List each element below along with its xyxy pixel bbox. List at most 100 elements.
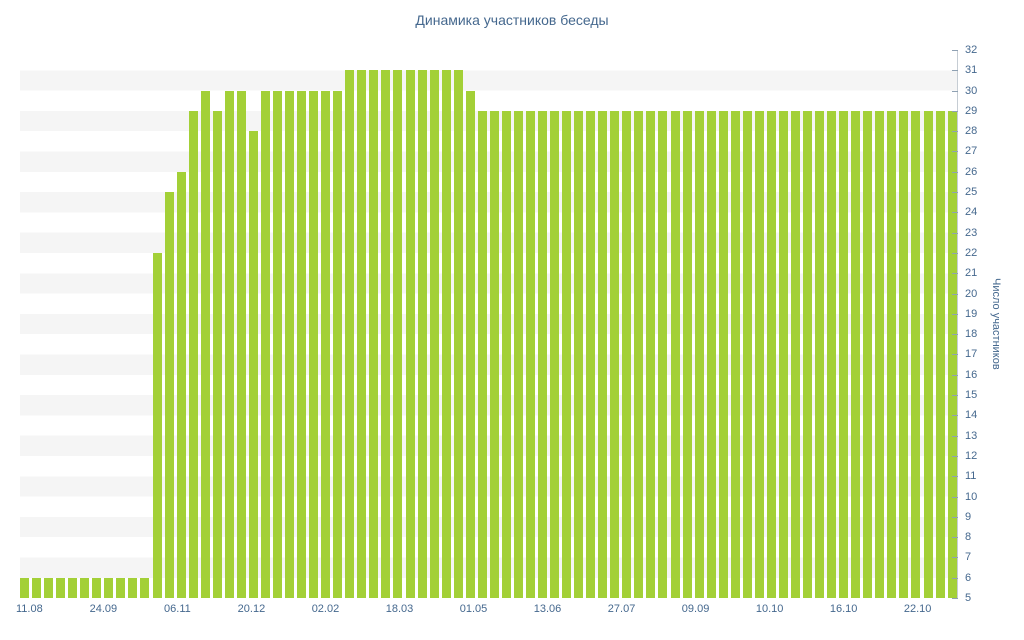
bar[interactable] <box>622 110 632 598</box>
bar[interactable] <box>20 577 29 598</box>
y-tick-label: 20 <box>965 287 978 300</box>
bar[interactable] <box>791 110 800 598</box>
bar[interactable] <box>429 70 439 598</box>
y-tick-label: 18 <box>965 328 978 341</box>
bar[interactable] <box>212 110 222 598</box>
bar[interactable] <box>152 252 162 598</box>
y-tick-label: 22 <box>965 246 978 259</box>
bar[interactable] <box>68 577 78 598</box>
bar[interactable] <box>899 110 909 598</box>
bar[interactable] <box>682 110 692 598</box>
bar[interactable] <box>550 110 560 598</box>
bar[interactable] <box>236 90 246 598</box>
bar[interactable] <box>827 110 837 598</box>
bar[interactable] <box>333 90 343 598</box>
bar[interactable] <box>718 110 728 598</box>
bar[interactable] <box>381 70 391 598</box>
bar[interactable] <box>742 110 752 598</box>
x-axis-label: 10.10 <box>755 603 784 615</box>
y-tick-label: 9 <box>965 510 972 523</box>
bar[interactable] <box>345 70 355 598</box>
bar[interactable] <box>863 110 873 598</box>
bar[interactable] <box>272 90 282 598</box>
bar[interactable] <box>586 110 596 598</box>
y-tick-label: 21 <box>965 267 978 280</box>
y-axis: 5 6 7 8 9 10 11 12 13 14 15 16 17 18 19 20 21 22 23 24 25 26 2… <box>952 44 1020 604</box>
bar[interactable] <box>525 110 535 598</box>
bar[interactable] <box>321 90 331 598</box>
y-tick-label: 6 <box>965 571 972 584</box>
bar[interactable] <box>803 110 813 598</box>
bar[interactable] <box>730 110 740 598</box>
x-axis-label: 16.10 <box>829 603 858 615</box>
bar[interactable] <box>441 70 451 598</box>
bar[interactable] <box>465 90 475 598</box>
bar[interactable] <box>501 110 511 598</box>
x-axis-label: 27.07 <box>607 603 636 615</box>
bar[interactable] <box>248 131 258 598</box>
bar[interactable] <box>610 110 620 598</box>
bar[interactable] <box>489 110 499 598</box>
bar[interactable] <box>513 110 523 598</box>
bar[interactable] <box>754 110 764 598</box>
y-tick-label: 27 <box>965 145 978 158</box>
y-tick-label: 29 <box>965 104 978 117</box>
x-axis-label: 01.05 <box>459 603 488 615</box>
bar[interactable] <box>875 110 885 598</box>
bar[interactable] <box>56 577 66 598</box>
bar[interactable] <box>285 90 295 598</box>
bar[interactable] <box>417 70 427 598</box>
bar[interactable] <box>815 110 825 598</box>
bar[interactable] <box>309 90 319 598</box>
bar[interactable] <box>188 110 198 598</box>
bar[interactable] <box>200 90 210 598</box>
y-tick-label: 19 <box>965 307 978 320</box>
bar[interactable] <box>947 110 957 598</box>
bar[interactable] <box>260 90 270 598</box>
bar[interactable] <box>923 110 933 598</box>
bar[interactable] <box>44 577 54 598</box>
bar[interactable] <box>646 110 656 598</box>
bar[interactable] <box>778 110 788 598</box>
bar[interactable] <box>140 577 150 598</box>
bar[interactable] <box>706 110 716 598</box>
y-tick-label: 8 <box>965 531 972 544</box>
bar[interactable] <box>911 110 921 598</box>
bar[interactable] <box>297 90 307 598</box>
bar[interactable] <box>224 90 234 598</box>
bar[interactable] <box>634 110 644 598</box>
y-tick-label: 7 <box>965 551 972 564</box>
bar[interactable] <box>766 110 776 598</box>
bar[interactable] <box>32 577 42 598</box>
bar[interactable] <box>116 577 126 598</box>
bar[interactable] <box>477 110 487 598</box>
x-axis-label: 18.03 <box>385 603 414 615</box>
bar[interactable] <box>839 110 849 598</box>
bar[interactable] <box>851 110 861 598</box>
bar[interactable] <box>393 70 403 598</box>
bars-container <box>20 50 957 598</box>
bar[interactable] <box>128 577 138 598</box>
bar[interactable] <box>164 192 174 598</box>
bar[interactable] <box>92 577 102 598</box>
bar[interactable] <box>538 110 548 598</box>
bar[interactable] <box>453 70 463 598</box>
x-axis-label: 24.09 <box>89 603 118 615</box>
bar[interactable] <box>405 70 415 598</box>
bar[interactable] <box>562 110 572 598</box>
bar[interactable] <box>369 70 379 598</box>
bar[interactable] <box>80 577 90 598</box>
bar[interactable] <box>598 110 608 598</box>
bar[interactable] <box>176 171 186 598</box>
y-tick-label: 28 <box>965 125 978 138</box>
bar[interactable] <box>104 577 114 598</box>
bar[interactable] <box>574 110 584 598</box>
bar[interactable] <box>935 110 945 598</box>
y-tick-label: 5 <box>965 592 972 604</box>
bar[interactable] <box>357 70 367 598</box>
bar[interactable] <box>694 110 704 598</box>
bar[interactable] <box>658 110 668 598</box>
bar[interactable] <box>670 110 680 598</box>
bar[interactable] <box>887 110 897 598</box>
